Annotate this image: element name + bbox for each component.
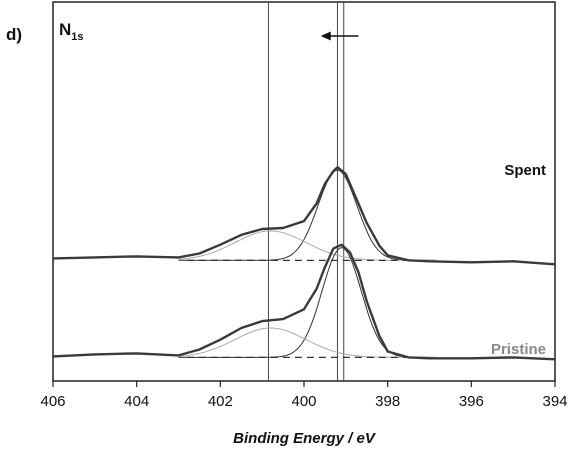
x-axis-ticks: 406 404 402 400 398 396 394 bbox=[40, 381, 568, 410]
x-tick-label: 398 bbox=[375, 393, 400, 410]
x-tick-label: 402 bbox=[208, 393, 233, 410]
x-tick-label: 404 bbox=[124, 393, 149, 410]
chart-title-main: N bbox=[59, 20, 71, 39]
x-tick-label: 394 bbox=[542, 393, 567, 410]
x-tick-label: 400 bbox=[291, 393, 316, 410]
shift-arrow-head bbox=[320, 31, 331, 41]
x-tick-label: 396 bbox=[459, 393, 484, 410]
chart-title: N1s bbox=[59, 20, 84, 43]
series-label-pristine: Pristine bbox=[491, 341, 546, 358]
x-axis-title: Binding Energy / eV bbox=[233, 430, 377, 447]
plot-frame bbox=[52, 1, 556, 382]
series-group bbox=[52, 166, 556, 361]
series-line-pristine bbox=[52, 243, 556, 361]
reference-lines bbox=[267, 2, 345, 381]
fit-component-main bbox=[178, 169, 436, 261]
fit-components bbox=[178, 169, 436, 358]
x-tick-label: 406 bbox=[40, 393, 65, 410]
panel-label: d) bbox=[6, 25, 22, 44]
series-line-spent bbox=[52, 166, 556, 266]
chart-title-subscript: 1s bbox=[71, 31, 83, 43]
shift-arrow bbox=[320, 31, 359, 41]
baselines bbox=[186, 259, 422, 359]
series-label-spent: Spent bbox=[504, 162, 546, 179]
